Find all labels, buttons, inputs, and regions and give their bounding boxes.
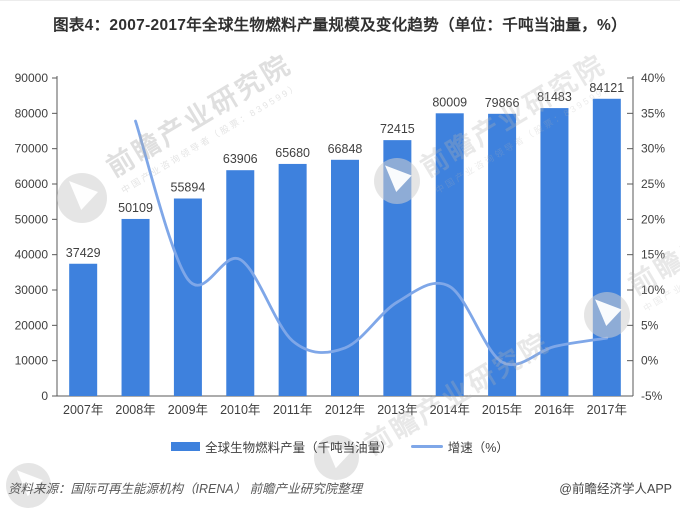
legend-label-growth: 增速（%）: [447, 441, 509, 455]
bar: [173, 198, 202, 396]
bar-value-label: 66848: [328, 142, 363, 156]
bar-series-swatch-icon: [171, 442, 201, 451]
bar: [278, 163, 307, 396]
growth-line: [134, 119, 609, 367]
left-axis-tick-label: 20000: [15, 318, 49, 332]
x-axis-label: 2015年: [482, 403, 522, 417]
left-axis-tick-label: 30000: [15, 283, 49, 297]
bar-value-label: 72415: [380, 122, 415, 136]
x-axis-label: 2013年: [377, 403, 417, 417]
chart-canvas: 0 10000 20000 30000 40000 50000 60000 70000 8000…: [15, 71, 666, 417]
x-axis-label: 2014年: [430, 403, 470, 417]
left-axis-tick-label: 40000: [15, 248, 49, 262]
data-source-note: 资料来源：国际可再生能源机构（IRENA） 前瞻产业研究院整理: [8, 481, 363, 496]
bar-value-label: 84121: [589, 81, 624, 95]
right-axis-tick-label: 5%: [641, 318, 659, 332]
x-axis-label: 2007年: [63, 403, 103, 417]
bar: [331, 159, 359, 396]
chart-legend: 全球生物燃料产量（千吨当油量） 增速（%）: [0, 437, 680, 456]
bar: [592, 98, 621, 397]
left-axis-tick-label: 90000: [15, 71, 49, 85]
x-axis-label: 2011年: [273, 403, 312, 417]
line-series-swatch-icon: [410, 445, 443, 448]
right-axis-tick-label: 10%: [641, 283, 665, 297]
x-axis-label: 2012年: [325, 403, 365, 417]
legend-label-production: 全球生物燃料产量（千吨当油量）: [205, 441, 393, 455]
right-axis-tick-label: 15%: [641, 248, 665, 262]
bar-value-label: 81483: [537, 90, 572, 104]
bar: [435, 113, 464, 396]
right-axis-tick-label: 25%: [641, 177, 665, 191]
bar-value-label: 55894: [171, 181, 206, 195]
bar-value-label: 65680: [275, 146, 310, 160]
bar-value-label: 63906: [223, 152, 258, 166]
x-axis-label: 2008年: [115, 403, 155, 417]
bar: [383, 140, 412, 396]
bar: [226, 170, 255, 396]
right-axis-tick-label: -5%: [641, 389, 663, 403]
x-axis-label: 2010年: [220, 403, 260, 417]
chart-footer: 资料来源：国际可再生能源机构（IRENA） 前瞻产业研究院整理 @前瞻经济学人A…: [8, 476, 672, 498]
bar-value-label: 79866: [485, 96, 520, 110]
bar-value-label: 80009: [432, 95, 467, 109]
right-axis-tick-label: 30%: [641, 142, 665, 156]
bar: [540, 108, 569, 397]
left-axis-tick-label: 50000: [15, 212, 49, 226]
right-axis-tick-label: 35%: [641, 106, 665, 120]
right-axis-tick-label: 40%: [641, 71, 665, 85]
app-credit: @前瞻经济学人APP: [559, 481, 672, 496]
x-axis-label: 2009年: [168, 403, 208, 417]
x-axis-label: 2017年: [587, 403, 627, 417]
chart-title: 图表4：2007-2017年全球生物燃料产量规模及变化趋势（单位：千吨当油量，%…: [53, 17, 627, 34]
bar: [488, 113, 517, 397]
left-axis-tick-label: 0: [41, 389, 48, 403]
left-axis-tick-label: 80000: [15, 106, 49, 120]
left-axis-tick-label: 60000: [15, 177, 49, 191]
bar-value-label: 50109: [118, 201, 153, 215]
right-axis-tick-label: 20%: [641, 212, 665, 226]
legend-item-growth: 增速（%）: [410, 437, 509, 456]
bar: [69, 263, 98, 396]
right-axis-tick-label: 0%: [641, 354, 659, 368]
x-axis-label: 2016年: [534, 403, 574, 417]
bar: [121, 218, 150, 396]
bar-value-label: 37429: [66, 246, 101, 260]
legend-item-production: 全球生物燃料产量（千吨当油量）: [171, 437, 393, 456]
left-axis-tick-label: 70000: [15, 142, 49, 156]
left-axis-tick-label: 10000: [15, 354, 49, 368]
